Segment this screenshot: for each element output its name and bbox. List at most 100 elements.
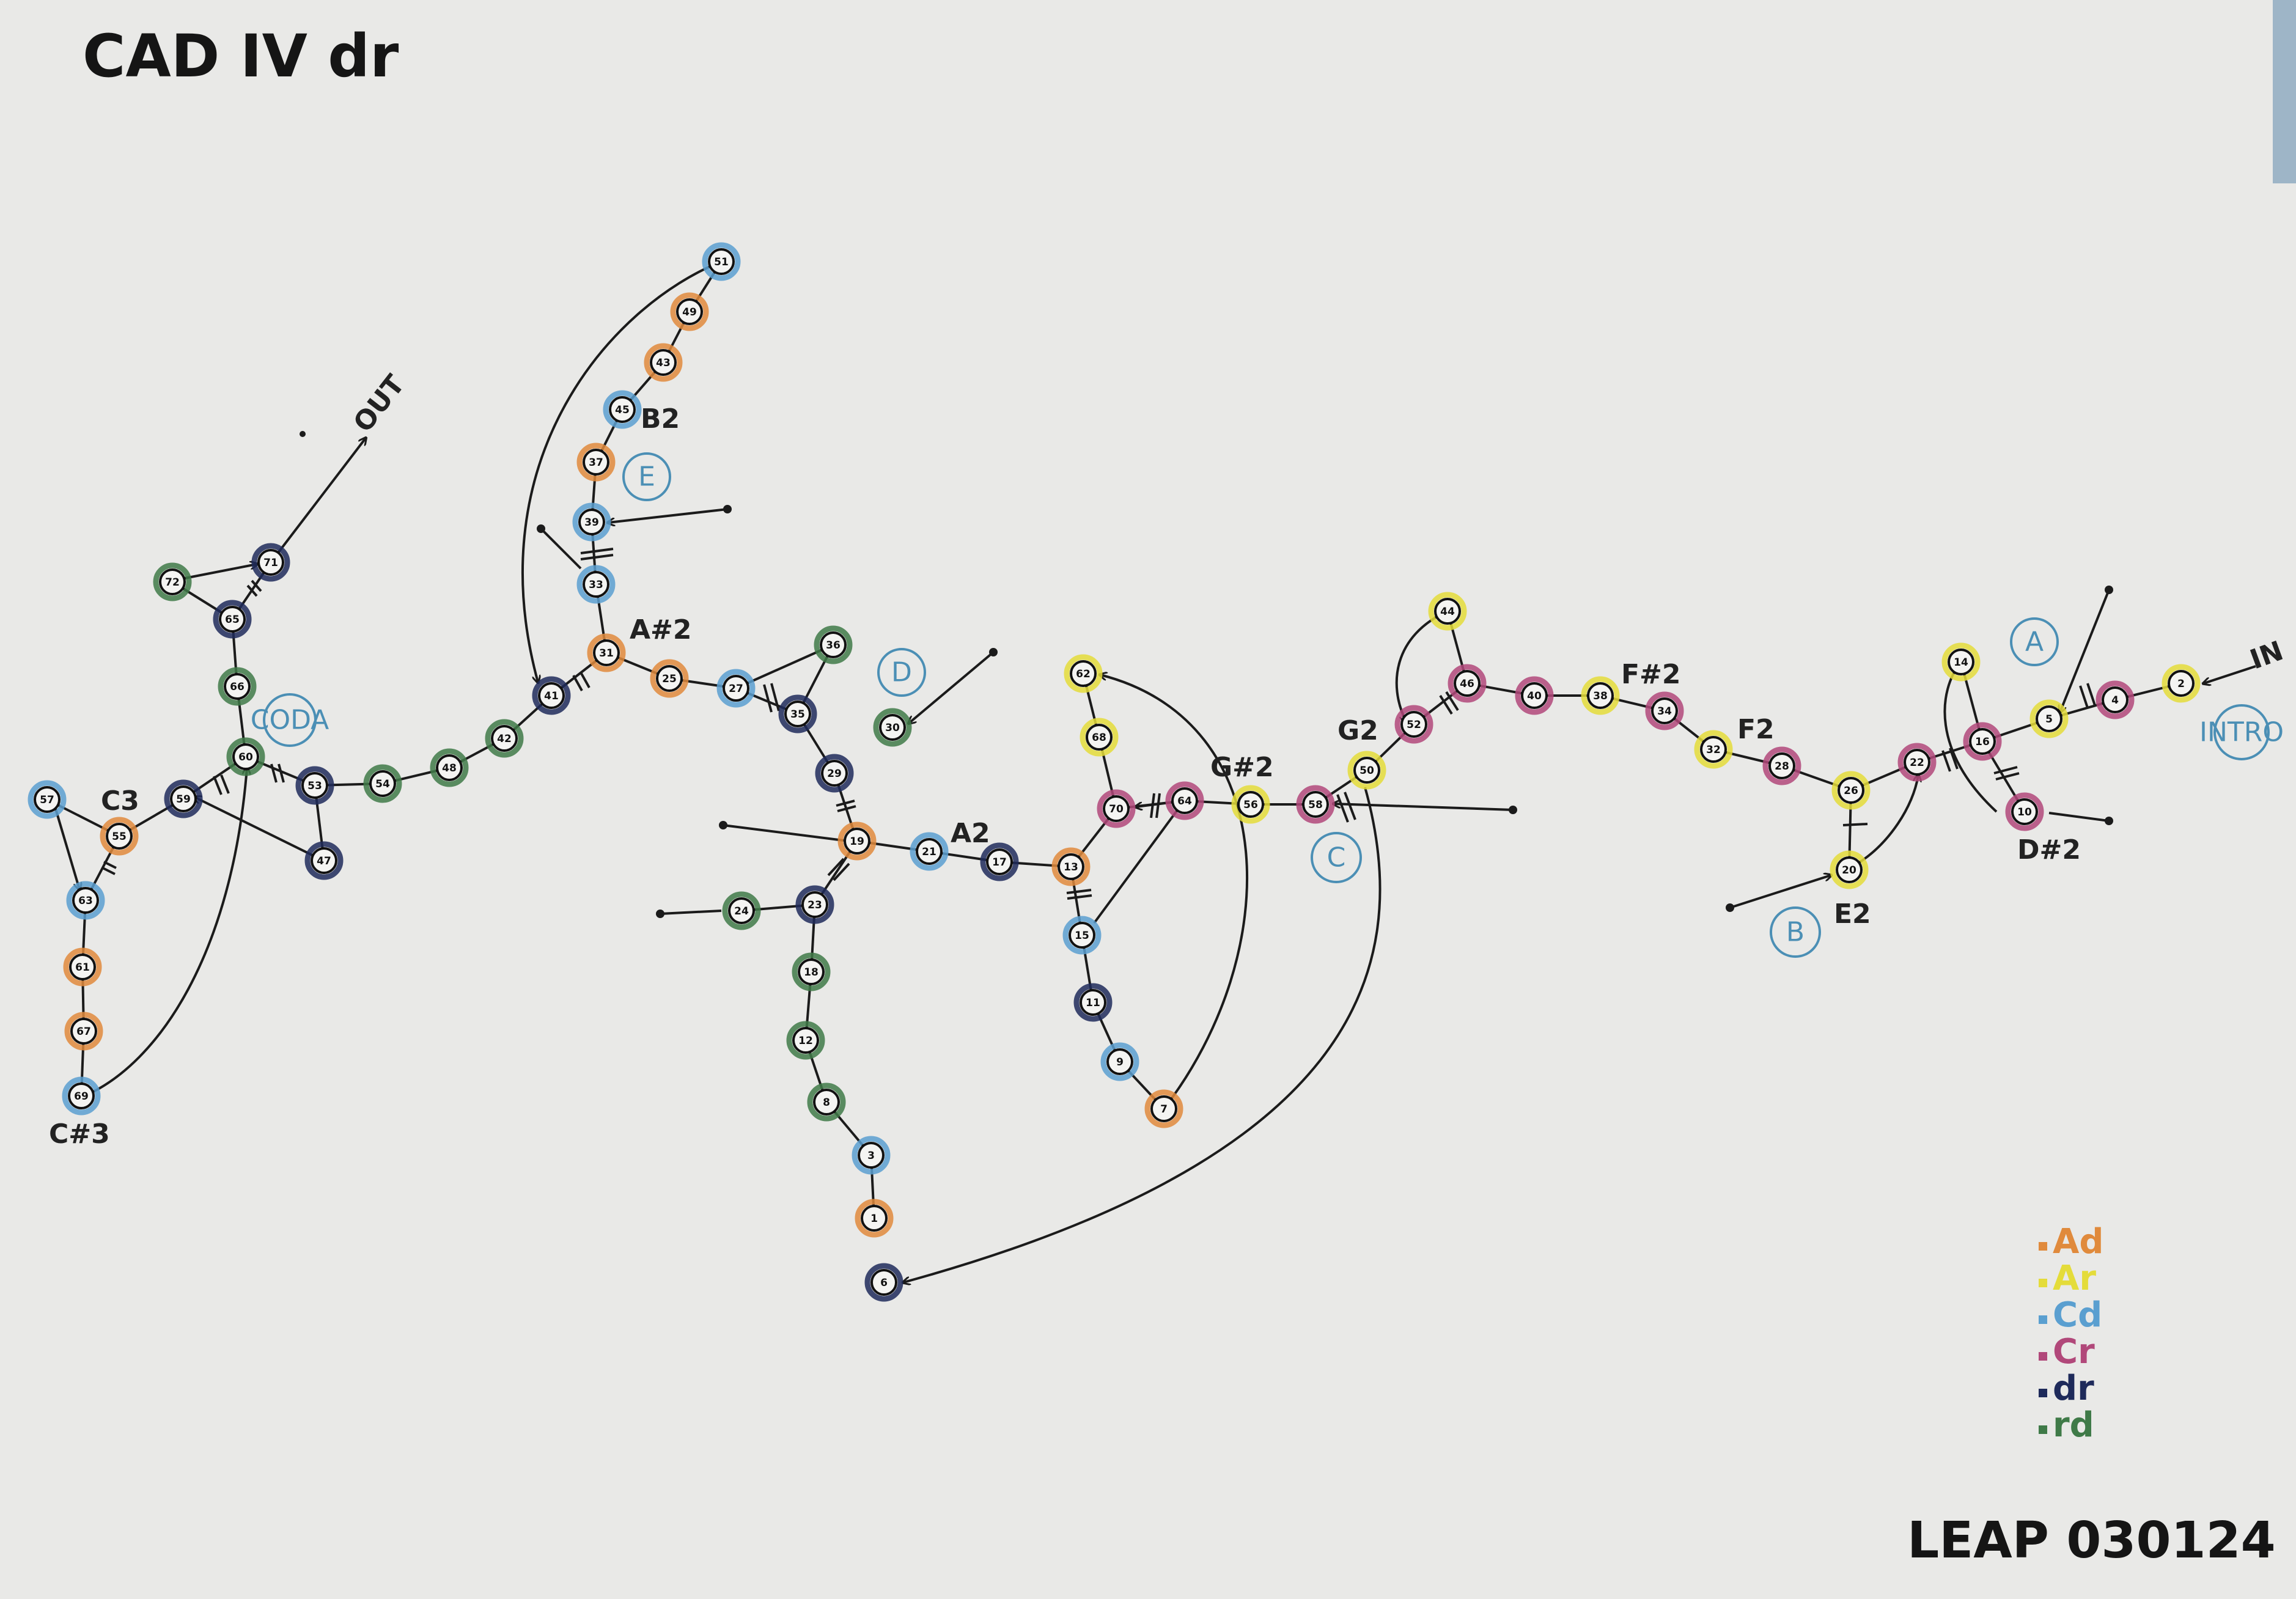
node-59: 59: [164, 779, 203, 818]
node-label: 22: [1910, 757, 1924, 769]
node-circle: [1454, 670, 1481, 697]
node-ring: [1073, 983, 1113, 1022]
node-20: 20: [1830, 850, 1869, 889]
node-54: 54: [363, 764, 402, 803]
node-ring: [1448, 664, 1487, 703]
section-marker-c: C: [1311, 832, 1362, 883]
note-label-in: IN: [2246, 635, 2287, 675]
node-label: 14: [1954, 656, 1968, 669]
node-ring: [153, 562, 192, 601]
node-52: 52: [1394, 705, 1433, 744]
node-11: 11: [1073, 983, 1113, 1022]
node-circle: [1700, 736, 1727, 763]
line-in-24: [660, 910, 722, 915]
node-ring: [430, 748, 469, 787]
node-label: 57: [40, 794, 54, 806]
node-ring: [650, 659, 689, 698]
node-7: 7: [1144, 1089, 1183, 1128]
node-circle: [1521, 682, 1548, 709]
node-ring: [485, 719, 524, 758]
node-label: 52: [1407, 719, 1421, 731]
node-label: 53: [307, 780, 322, 792]
legend-label: Cr: [2053, 1332, 2095, 1372]
node-label: 34: [1657, 705, 1672, 718]
node-circle: [858, 1142, 885, 1169]
node-42: 42: [485, 719, 524, 758]
node-circle: [879, 714, 906, 741]
line-in-19: [723, 824, 844, 842]
terminal-dot: [1509, 806, 1517, 814]
note-label-a2: A2: [951, 818, 990, 849]
section-letter: C: [1327, 842, 1346, 873]
node-label: 32: [1706, 744, 1721, 756]
node-label: 59: [176, 793, 191, 806]
node-61: 61: [63, 947, 102, 987]
page-edge: [2273, 0, 2296, 183]
node-circle: [369, 770, 396, 797]
node-circle: [1651, 697, 1678, 724]
node-circle: [301, 772, 328, 799]
curve-7-to-62: [1100, 675, 1248, 1110]
arrow-in-30: [909, 651, 995, 723]
node-circle: [1070, 660, 1097, 687]
node-44: 44: [1428, 592, 1467, 631]
node-label: 69: [74, 1090, 89, 1103]
legend-label: rd: [2053, 1405, 2094, 1445]
node-circle: [2036, 705, 2062, 732]
line-in-33: [540, 527, 582, 570]
node-ring: [855, 1199, 894, 1238]
node-label: 58: [1308, 799, 1323, 811]
node-circle: [723, 675, 749, 702]
node-circle: [1838, 777, 1864, 804]
node-label: 60: [238, 751, 253, 763]
node-label: 56: [1243, 799, 1258, 811]
node-circle: [1904, 749, 1930, 776]
node-label: 39: [584, 516, 599, 529]
node-label: 46: [1460, 678, 1474, 690]
node-ring: [1165, 781, 1204, 820]
node-57: 57: [28, 780, 67, 819]
node-ring: [295, 766, 334, 805]
legend-item: Ad: [2039, 1222, 2103, 1262]
node-label: 16: [1975, 736, 1990, 748]
node-67: 67: [64, 1012, 103, 1051]
node-circle: [1237, 791, 1264, 818]
node-32: 32: [1694, 730, 1733, 769]
node-circle: [491, 725, 518, 752]
node-49: 49: [670, 292, 709, 331]
legend-label: dr: [2053, 1369, 2094, 1408]
node-48: 48: [430, 748, 469, 787]
node-46: 46: [1448, 664, 1487, 703]
node-label: 68: [1092, 732, 1106, 744]
section-circle: [2010, 617, 2059, 666]
node-58: 58: [1296, 785, 1335, 824]
node-circle: [170, 785, 197, 812]
node-label: 35: [790, 708, 805, 721]
node-43: 43: [644, 343, 683, 382]
node-circle: [1080, 989, 1106, 1016]
arrow-47-to-59: [194, 797, 320, 860]
node-label: 25: [662, 673, 677, 685]
node-circle: [2102, 686, 2129, 713]
node-label: 38: [1593, 690, 1608, 702]
node-ring: [572, 502, 611, 542]
node-34: 34: [1645, 691, 1684, 730]
section-letter: E: [638, 461, 655, 493]
node-ring: [702, 242, 741, 281]
node-label: 48: [442, 762, 457, 774]
arrow-in-58: [1334, 804, 1514, 811]
node-ring: [62, 1076, 101, 1116]
node-ring: [814, 625, 853, 664]
node-label: 1: [870, 1213, 878, 1225]
node-ring: [576, 565, 616, 604]
node-64: 64: [1165, 781, 1204, 820]
node-label: 62: [1076, 668, 1091, 680]
node-circle: [813, 1089, 840, 1116]
node-circle: [1434, 598, 1461, 625]
node-label: 33: [589, 579, 603, 591]
node-label: 24: [734, 905, 749, 917]
section-letter: D: [891, 657, 912, 688]
node-21: 21: [910, 832, 949, 871]
node-circle: [676, 298, 703, 325]
node-53: 53: [295, 766, 334, 805]
